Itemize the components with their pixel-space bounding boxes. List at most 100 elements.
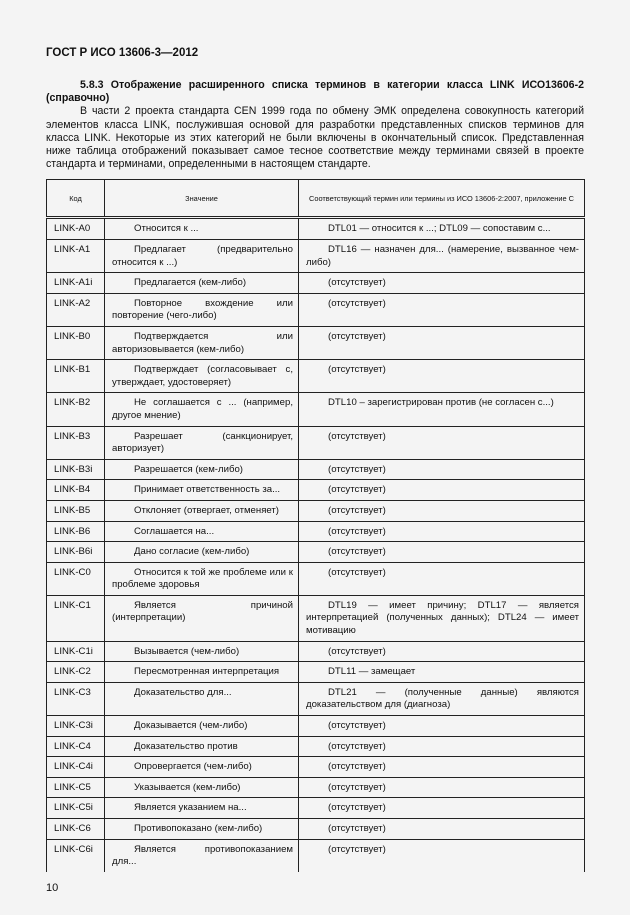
cell-iso-term: (отсутствует): [298, 520, 585, 543]
cell-code: LINK-A2: [46, 292, 105, 327]
cell-iso-term: (отсутствует): [298, 776, 585, 799]
table-row: LINK-B0 Подтверждается или авторизовывает…: [46, 325, 585, 361]
cell-code: LINK-B0: [46, 325, 105, 361]
cell-meaning: Указывается (кем-либо): [104, 776, 299, 799]
cell-code: LINK-C2: [46, 661, 105, 683]
cell-code: LINK-C5i: [46, 797, 105, 820]
table-row: LINK-C5i Является указанием на... (отсутст…: [46, 797, 585, 820]
cell-meaning: Относится к той же проблеме или к пробле…: [104, 561, 299, 596]
cell-code: LINK-C1i: [46, 640, 105, 663]
cell-iso-term: (отсутствует): [298, 715, 585, 737]
cell-code: LINK-C1: [46, 594, 105, 642]
cell-code: LINK-B3: [46, 425, 105, 460]
cell-code: LINK-B3i: [46, 458, 105, 481]
cell-code: LINK-C6: [46, 818, 105, 840]
cell-iso-term: (отсутствует): [298, 640, 585, 663]
mapping-table: Код Значение Соответствующий термин или …: [46, 179, 585, 872]
cell-code: LINK-C4: [46, 735, 105, 758]
cell-iso-term: (отсутствует): [298, 325, 585, 361]
cell-meaning: Разрешается (кем-либо): [104, 458, 299, 481]
cell-iso-term: (отсутствует): [298, 272, 585, 294]
table-row: LINK-B1 Подтверждает (согласовывает с, ут…: [46, 359, 585, 394]
cell-iso-term: (отсутствует): [298, 838, 585, 872]
cell-code: LINK-C3: [46, 681, 105, 717]
page-number: 10: [46, 881, 59, 894]
table-row: LINK-B3 Разрешает (санкционирует, авториз…: [46, 425, 585, 460]
cell-code: LINK-C4i: [46, 756, 105, 778]
table-row: LINK-C1i Вызывается (чем-либо) (отсутствуе…: [46, 640, 585, 663]
document-header: ГОСТ Р ИСО 13606-3—2012: [46, 47, 199, 59]
cell-iso-term: (отсутствует): [298, 499, 585, 522]
cell-iso-term: (отсутствует): [298, 458, 585, 481]
cell-meaning: Опровергается (чем-либо): [104, 756, 299, 778]
cell-meaning: Принимает ответственность за...: [104, 479, 299, 501]
cell-code: LINK-B2: [46, 392, 105, 427]
table-row: LINK-C3 Доказательство для... DTL21 — (пол…: [46, 681, 585, 717]
cell-iso-term: (отсутствует): [298, 561, 585, 596]
cell-code: LINK-B6: [46, 520, 105, 543]
column-header-meaning: Значение: [104, 179, 299, 220]
cell-meaning: Доказательство для...: [104, 681, 299, 717]
cell-code: LINK-C0: [46, 561, 105, 596]
cell-iso-term: (отсутствует): [298, 292, 585, 327]
table-row: LINK-C1 Является причиной (интерпретации)…: [46, 594, 585, 642]
cell-meaning: Дано согласие (кем-либо): [104, 541, 299, 563]
cell-meaning: Предлагает (предварительно относится к .…: [104, 239, 299, 274]
cell-meaning: Относится к ...: [104, 217, 299, 241]
cell-iso-term: (отсутствует): [298, 818, 585, 840]
cell-meaning: Является причиной (интерпретации): [104, 594, 299, 642]
cell-iso-term: DTL10 – зарегистрирован против (не согла…: [298, 392, 585, 427]
cell-code: LINK-A0: [46, 217, 105, 241]
cell-iso-term: (отсутствует): [298, 541, 585, 563]
cell-iso-term: (отсутствует): [298, 735, 585, 758]
cell-code: LINK-A1i: [46, 272, 105, 294]
cell-meaning: Является противопоказанием для...: [104, 838, 299, 872]
cell-meaning: Повторное вхождение или повторение (чего…: [104, 292, 299, 327]
cell-iso-term: (отсутствует): [298, 359, 585, 394]
cell-code: LINK-B5: [46, 499, 105, 522]
cell-code: LINK-B4: [46, 479, 105, 501]
table-row: LINK-C5 Указывается (кем-либо) (отсутствуе…: [46, 776, 585, 799]
table-row: LINK-C3i Доказывается (чем-либо) (отсутств…: [46, 715, 585, 737]
cell-code: LINK-A1: [46, 239, 105, 274]
table-row: LINK-C6 Противопоказано (кем-либо) (отсутс…: [46, 818, 585, 840]
cell-meaning: Не соглашается с ... (например, другое м…: [104, 392, 299, 427]
cell-iso-term: (отсутствует): [298, 756, 585, 778]
cell-meaning: Отклоняет (отвергает, отменяет): [104, 499, 299, 522]
cell-meaning: Доказательство против: [104, 735, 299, 758]
cell-meaning: Подтверждается или авторизовывается (кем…: [104, 325, 299, 361]
cell-code: LINK-B6i: [46, 541, 105, 563]
table-row: LINK-A1i Предлагается (кем-либо) (отсутств…: [46, 272, 585, 294]
cell-iso-term: DTL16 — назначен для... (намерение, вызв…: [298, 239, 585, 274]
table-row: LINK-B6i Дано согласие (кем-либо) (отсутст…: [46, 541, 585, 563]
cell-meaning: Доказывается (чем-либо): [104, 715, 299, 737]
table-row: LINK-A1 Предлагает (предварительно относи…: [46, 239, 585, 274]
cell-meaning: Соглашается на...: [104, 520, 299, 543]
column-header-iso-term: Соответствующий термин или термины из ИС…: [298, 179, 585, 220]
cell-meaning: Подтверждает (согласовывает с, утверждае…: [104, 359, 299, 394]
cell-iso-term: DTL11 — замещает: [298, 661, 585, 683]
table-row: LINK-B2 Не соглашается с ... (например, д…: [46, 392, 585, 427]
cell-iso-term: (отсутствует): [298, 797, 585, 820]
table-row: LINK-B4 Принимает ответственность за... (о…: [46, 479, 585, 501]
column-header-code: Код: [46, 179, 105, 220]
cell-meaning: Разрешает (санкционирует, авторизует): [104, 425, 299, 460]
cell-meaning: Предлагается (кем-либо): [104, 272, 299, 294]
section: 5.8.3 Отображение расширенного списка те…: [46, 79, 584, 171]
cell-meaning: Пересмотренная интерпретация: [104, 661, 299, 683]
table-row: LINK-C2 Пересмотренная интерпретация DTL11…: [46, 661, 585, 683]
table-row: LINK-B5 Отклоняет (отвергает, отменяет) (о…: [46, 499, 585, 522]
table-row: LINK-B6 Соглашается на... (отсутствует): [46, 520, 585, 543]
cell-iso-term: DTL21 — (полученные данные) являются док…: [298, 681, 585, 717]
table-header-row: Код Значение Соответствующий термин или …: [46, 179, 585, 220]
section-paragraph: В части 2 проекта стандарта CEN 1999 год…: [46, 105, 584, 171]
cell-code: LINK-C5: [46, 776, 105, 799]
cell-iso-term: (отсутствует): [298, 425, 585, 460]
table-row: LINK-C6i Является противопоказанием для..…: [46, 838, 585, 872]
section-heading: 5.8.3 Отображение расширенного списка те…: [46, 79, 584, 105]
cell-iso-term: DTL19 — имеет причину; DTL17 — является …: [298, 594, 585, 642]
table-row: LINK-C4i Опровергается (чем-либо) (отсутст…: [46, 756, 585, 778]
cell-meaning: Вызывается (чем-либо): [104, 640, 299, 663]
table-row: LINK-C4 Доказательство против (отсутствует…: [46, 735, 585, 758]
